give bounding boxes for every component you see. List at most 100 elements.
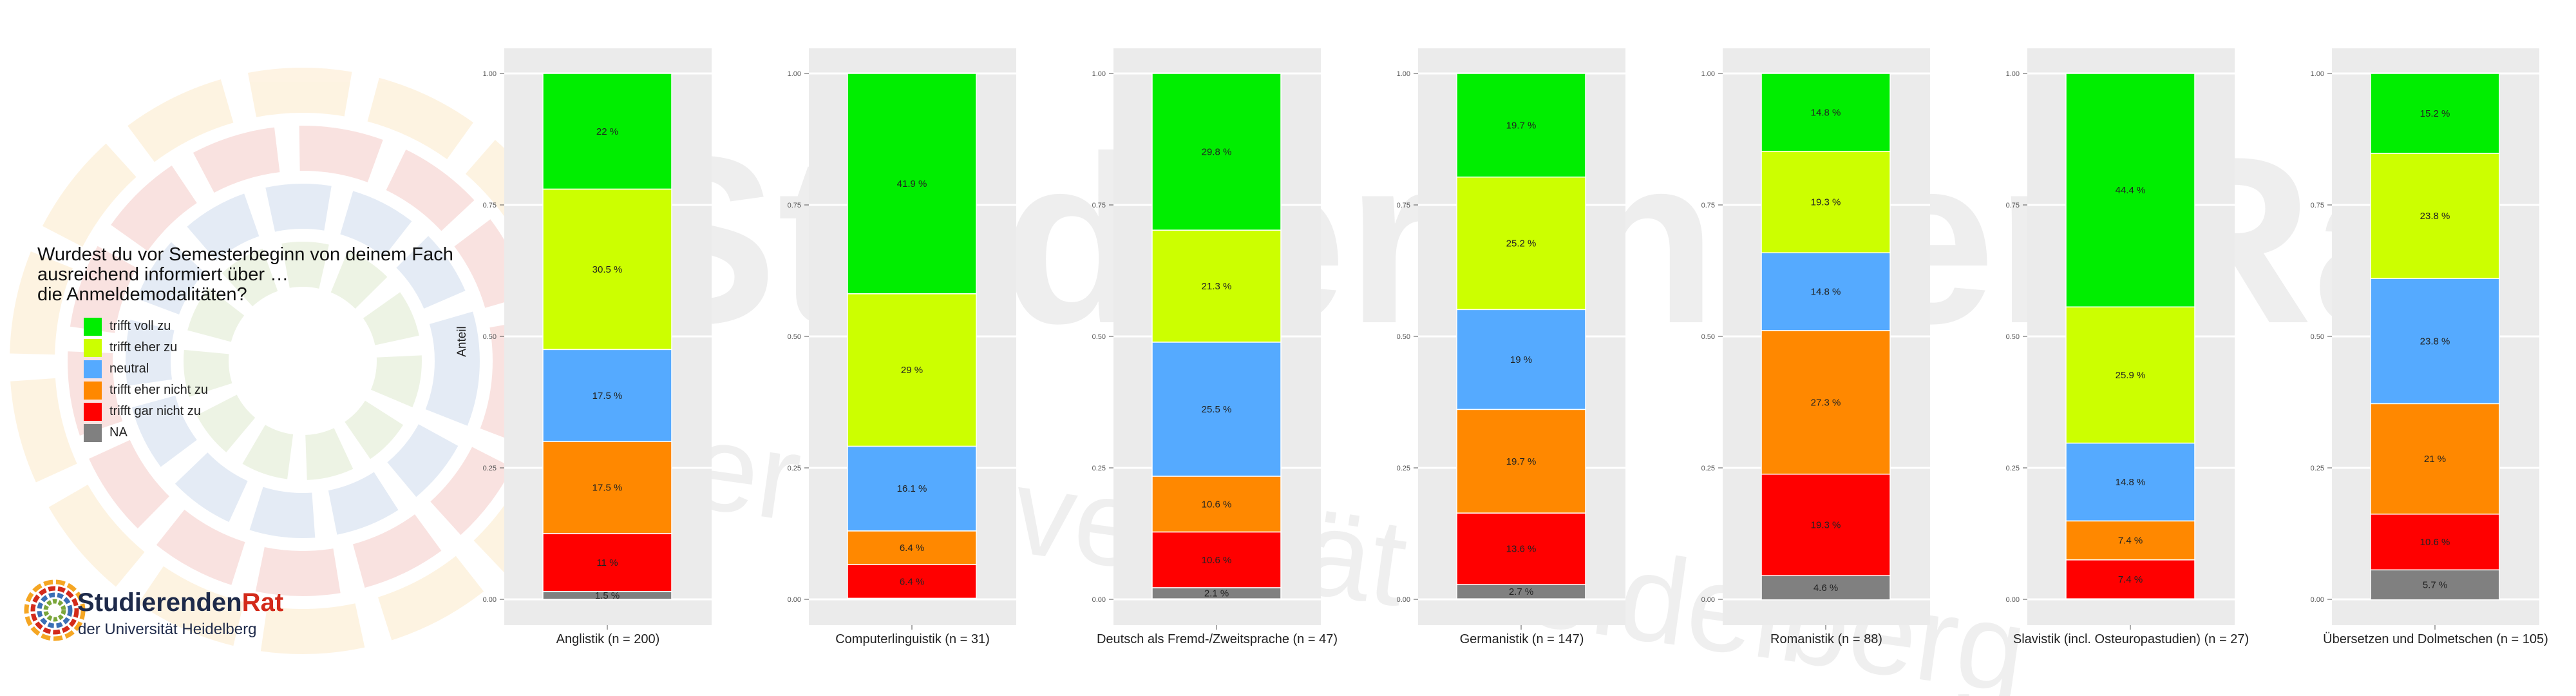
- logo-name-part2: Rat: [242, 588, 284, 617]
- data-label: 21 %: [2424, 454, 2446, 465]
- legend-label: trifft eher zu: [109, 340, 178, 354]
- data-label: 23.8 %: [2420, 336, 2450, 347]
- legend-item-neutral: neutral: [84, 358, 208, 380]
- bar-segment: [2370, 569, 2500, 601]
- data-label: 14.8 %: [1811, 287, 1841, 298]
- data-label: 10.6 %: [2420, 537, 2450, 548]
- y-tick-label: 0.00: [483, 596, 497, 604]
- legend: trifft voll zu trifft eher zu neutral tr…: [84, 316, 208, 443]
- data-label: 17.5 %: [592, 391, 623, 401]
- bar-segment: [1151, 342, 1282, 477]
- bar-segment: [847, 564, 977, 599]
- y-tick-label: 0.75: [1397, 202, 1410, 209]
- legend-swatch: [84, 360, 102, 378]
- legend-item-gar-nicht: trifft gar nicht zu: [84, 401, 208, 422]
- bar-segment: [1761, 330, 1891, 475]
- data-label: 6.4 %: [900, 543, 924, 554]
- legend-label: neutral: [109, 362, 149, 376]
- bar-segment: [2065, 520, 2195, 561]
- bar-segment: [847, 293, 977, 447]
- data-label: 25.2 %: [1506, 238, 1537, 249]
- data-label: 23.8 %: [2420, 211, 2450, 222]
- y-tick-label: 1.00: [788, 70, 801, 78]
- data-label: 11 %: [596, 557, 618, 568]
- x-category-label: Computerlinguistik (n = 31): [835, 632, 990, 646]
- data-label: 19.7 %: [1506, 456, 1537, 467]
- bar-segment: [1761, 151, 1891, 254]
- data-label: 1.5 %: [595, 590, 620, 601]
- y-tick-label: 0.50: [483, 333, 497, 341]
- x-category-label: Deutsch als Fremd-/Zweitsprache (n = 47): [1097, 632, 1338, 646]
- y-axis-label: Anteil: [455, 326, 469, 357]
- data-label: 10.6 %: [1202, 499, 1232, 510]
- y-tick-label: 0.50: [1092, 333, 1106, 341]
- data-label: 25.9 %: [2116, 370, 2146, 381]
- y-tick-label: 0.00: [1092, 596, 1106, 604]
- legend-swatch: [84, 423, 102, 442]
- data-label: 16.1 %: [897, 483, 927, 494]
- logo-seal-icon: [24, 579, 86, 641]
- chart-panel: 0.00 0.25 0.50 0.75 1.00 14.8 % 19.3 % 14.8 % 27…: [1701, 48, 1930, 646]
- data-label: 7.4 %: [2118, 536, 2143, 546]
- legend-item-eher: trifft eher zu: [84, 337, 208, 358]
- bar-segment: [542, 533, 672, 592]
- x-category-label: Übersetzen und Dolmetschen (n = 105): [2323, 632, 2548, 646]
- bar-segment: [2065, 559, 2195, 599]
- y-tick-label: 0.75: [788, 202, 801, 209]
- bar-segment: [847, 445, 977, 532]
- logo-subtitle: der Universität Heidelberg: [78, 621, 257, 638]
- data-label: 19 %: [1510, 354, 1532, 365]
- bar-segment: [1761, 474, 1891, 577]
- y-tick-label: 0.25: [2311, 465, 2324, 472]
- y-tick-label: 0.75: [1092, 202, 1106, 209]
- data-label: 15.2 %: [2420, 108, 2450, 119]
- y-tick-label: 0.25: [1701, 465, 1715, 472]
- bar-segment: [2065, 442, 2195, 522]
- bar-segment: [1151, 587, 1282, 599]
- data-label: 10.6 %: [1202, 555, 1232, 566]
- bar-segment: [1456, 409, 1586, 514]
- legend-label: trifft eher nicht zu: [109, 383, 209, 397]
- data-label: 4.6 %: [1814, 583, 1838, 594]
- y-tick-label: 0.00: [2006, 596, 2020, 604]
- y-tick-label: 0.50: [2311, 333, 2324, 341]
- y-tick-label: 0.75: [2006, 202, 2020, 209]
- legend-label: trifft gar nicht zu: [109, 404, 201, 418]
- bar-segment: [542, 441, 672, 534]
- bar-segment: [1456, 309, 1586, 411]
- logo-name-part1: Studierenden: [77, 588, 242, 617]
- x-category-label: Germanistik (n = 147): [1460, 632, 1584, 646]
- data-label: 13.6 %: [1506, 544, 1537, 555]
- data-label: 29.8 %: [1202, 147, 1232, 158]
- data-label: 25.5 %: [1202, 404, 1232, 415]
- bar-segment: [847, 530, 977, 565]
- data-label: 19.3 %: [1811, 520, 1841, 531]
- bar-segment: [1151, 531, 1282, 588]
- legend-label: NA: [109, 425, 128, 440]
- y-tick-label: 1.00: [1092, 70, 1106, 78]
- y-tick-label: 0.50: [1701, 333, 1715, 341]
- chart-panel: 0.00 0.25 0.50 0.75 1.00 29.8 % 21.3 % 25.5 % 10…: [1092, 48, 1338, 646]
- legend-swatch: [84, 338, 102, 357]
- legend-label: trifft voll zu: [109, 319, 171, 333]
- legend-item-na: NA: [84, 422, 208, 443]
- bar-segment: [1761, 252, 1891, 331]
- bar-segment: [542, 188, 672, 351]
- x-category-label: Romanistik (n = 88): [1770, 632, 1882, 646]
- data-label: 6.4 %: [900, 576, 924, 587]
- legend-swatch: [84, 381, 102, 400]
- bar-segment: [1456, 584, 1586, 599]
- data-label: 41.9 %: [897, 179, 927, 189]
- x-category-label: Anglistik (n = 200): [556, 632, 660, 646]
- bar-segment: [542, 591, 672, 600]
- y-tick-label: 0.00: [2311, 596, 2324, 604]
- legend-swatch: [84, 317, 102, 336]
- bar-segment: [542, 349, 672, 442]
- data-label: 27.3 %: [1811, 397, 1841, 408]
- data-label: 21.3 %: [1202, 281, 1232, 292]
- y-tick-label: 0.25: [483, 465, 497, 472]
- y-tick-label: 0.75: [1701, 202, 1715, 209]
- bar-segment: [847, 73, 977, 295]
- y-tick-label: 1.00: [1397, 70, 1410, 78]
- legend-item-voll: trifft voll zu: [84, 316, 208, 337]
